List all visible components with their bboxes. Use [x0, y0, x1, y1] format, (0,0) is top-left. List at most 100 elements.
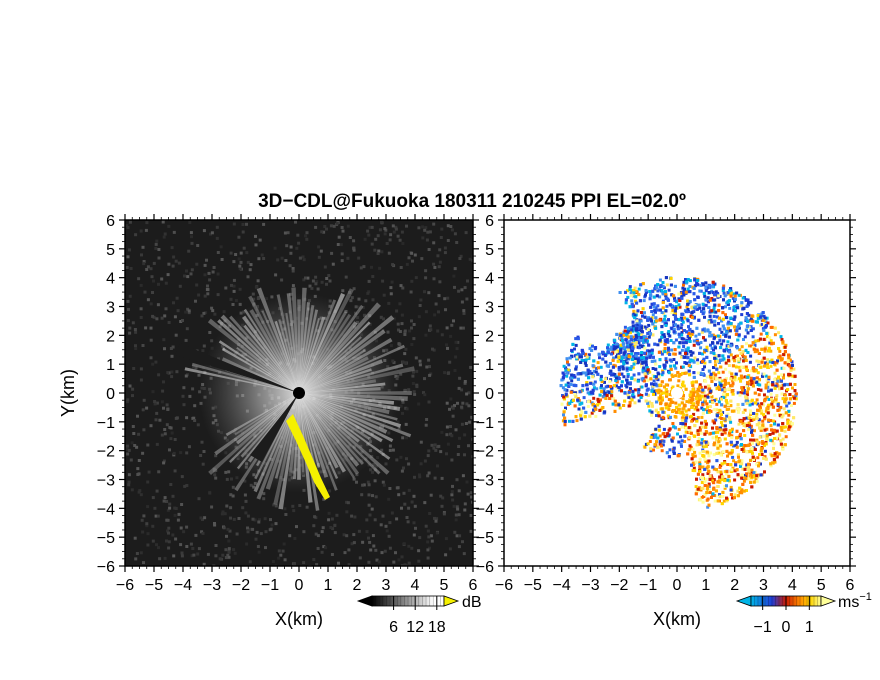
- velocity-cell: [692, 339, 696, 343]
- velocity-cell: [738, 348, 742, 352]
- noise-cell: [165, 500, 169, 503]
- velocity-cell: [658, 288, 662, 292]
- velocity-cell: [658, 295, 662, 299]
- noise-cell: [151, 291, 154, 294]
- velocity-cell: [560, 402, 564, 406]
- noise-cell: [310, 286, 314, 290]
- noise-cell: [398, 343, 402, 347]
- noise-cell: [367, 560, 371, 564]
- noise-cell: [132, 432, 136, 435]
- velocity-cell: [767, 382, 771, 386]
- noise-cell: [213, 473, 217, 477]
- noise-cell: [225, 534, 228, 538]
- velocity-cell: [654, 427, 658, 431]
- velocity-cell: [678, 335, 682, 339]
- velocity-cell: [736, 489, 740, 493]
- noise-cell: [431, 347, 434, 351]
- velocity-cell: [756, 456, 760, 460]
- noise-cell: [313, 515, 317, 519]
- noise-cell: [185, 269, 188, 273]
- noise-cell: [249, 263, 253, 267]
- noise-cell: [404, 422, 408, 426]
- velocity-cell: [684, 427, 688, 430]
- noise-cell: [162, 338, 166, 342]
- noise-cell: [133, 536, 137, 540]
- velocity-cell: [782, 407, 786, 411]
- velocity-cell: [651, 374, 655, 377]
- noise-cell: [399, 284, 403, 288]
- velocity-cell: [773, 460, 777, 464]
- velocity-cell: [626, 381, 630, 385]
- velocity-cell: [744, 399, 748, 403]
- noise-cell: [450, 323, 454, 327]
- velocity-cell: [665, 394, 669, 398]
- velocity-cell: [720, 423, 724, 427]
- noise-cell: [327, 518, 331, 522]
- velocity-cell: [680, 323, 684, 326]
- velocity-cell: [699, 284, 703, 287]
- velocity-cell: [682, 280, 686, 284]
- velocity-cell: [703, 394, 707, 398]
- noise-cell: [434, 448, 438, 452]
- noise-cell: [374, 548, 378, 552]
- velocity-cell: [680, 331, 684, 334]
- noise-cell: [426, 540, 430, 544]
- noise-cell: [157, 248, 161, 251]
- noise-cell: [453, 285, 456, 289]
- velocity-cell: [789, 368, 793, 372]
- noise-cell: [423, 393, 427, 397]
- noise-cell: [125, 447, 129, 451]
- velocity-cell: [679, 442, 683, 446]
- velocity-cell: [764, 409, 768, 413]
- noise-cell: [305, 237, 309, 241]
- noise-cell: [256, 297, 260, 300]
- velocity-cell: [672, 451, 676, 455]
- velocity-cell: [732, 444, 736, 448]
- velocity-cell: [669, 339, 673, 342]
- noise-cell: [413, 475, 416, 479]
- noise-cell: [155, 317, 159, 321]
- noise-cell: [445, 452, 448, 456]
- velocity-cell: [661, 415, 665, 419]
- noise-cell: [162, 499, 166, 503]
- noise-cell: [209, 232, 212, 236]
- noise-cell: [380, 250, 384, 254]
- noise-cell: [155, 239, 159, 243]
- velocity-cell: [726, 322, 730, 326]
- velocity-cell: [720, 403, 724, 407]
- velocity-cell: [740, 301, 744, 305]
- velocity-cell: [654, 310, 657, 314]
- velocity-cell: [731, 496, 735, 500]
- velocity-cell: [584, 352, 588, 356]
- x-tick-label: 1: [324, 577, 333, 594]
- noise-cell: [469, 365, 473, 369]
- velocity-cell: [762, 323, 766, 326]
- velocity-cell: [757, 423, 761, 427]
- noise-cell: [349, 299, 353, 303]
- noise-cell: [465, 392, 469, 396]
- noise-cell: [210, 306, 214, 310]
- noise-cell: [448, 360, 452, 364]
- noise-cell: [371, 534, 375, 538]
- velocity-cell: [606, 343, 610, 347]
- velocity-cell: [737, 422, 741, 426]
- noise-cell: [168, 502, 172, 506]
- noise-cell: [320, 230, 324, 234]
- velocity-cell: [738, 369, 742, 373]
- velocity-cell: [630, 365, 634, 368]
- x-tick-label: 6: [469, 577, 478, 594]
- noise-cell: [132, 367, 136, 370]
- velocity-cell: [700, 406, 704, 410]
- velocity-cell: [572, 383, 576, 387]
- velocity-cell: [778, 349, 782, 353]
- velocity-cell: [783, 393, 787, 397]
- noise-cell: [381, 480, 385, 484]
- velocity-cell: [703, 315, 706, 319]
- noise-cell: [155, 489, 159, 493]
- noise-cell: [426, 529, 430, 533]
- noise-cell: [439, 494, 443, 498]
- noise-cell: [428, 365, 431, 369]
- velocity-cell: [658, 398, 661, 402]
- velocity-cell: [655, 308, 659, 312]
- velocity-cell: [702, 495, 706, 498]
